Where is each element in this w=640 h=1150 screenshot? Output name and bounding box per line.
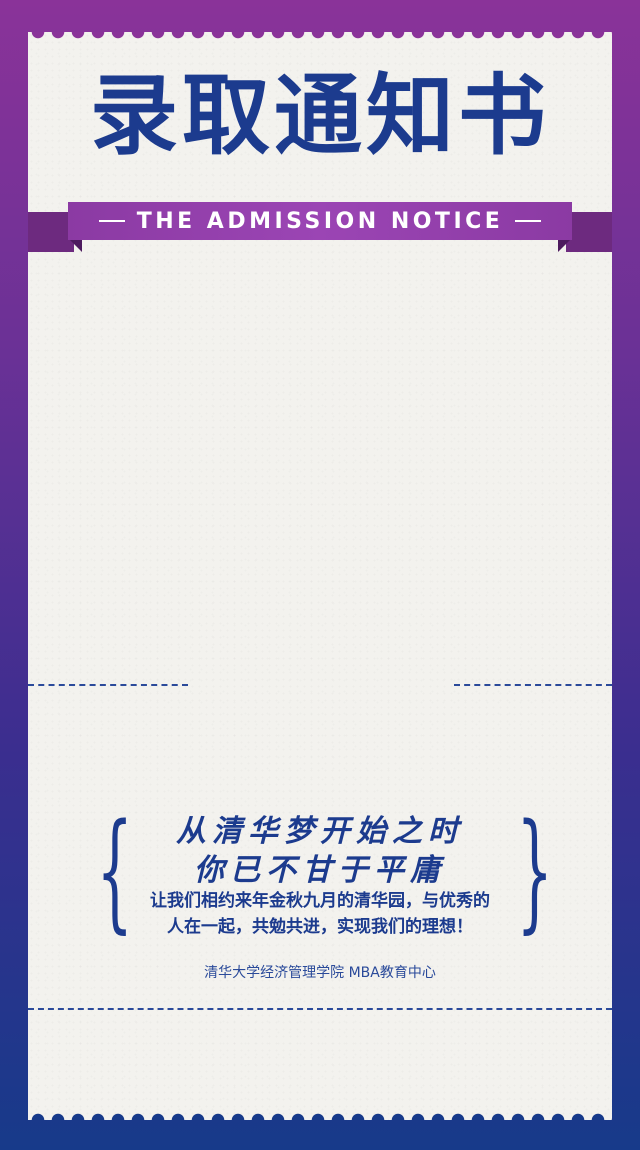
ribbon-tail-left bbox=[28, 212, 74, 252]
slogan-line-2: 你已不甘于平庸 bbox=[194, 853, 446, 888]
slogan-line-1: 从清华梦开始之时 bbox=[176, 814, 464, 849]
ribbon-tail-right bbox=[566, 212, 612, 252]
dashed-divider-bottom bbox=[28, 1008, 612, 1010]
ribbon-banner: THE ADMISSION NOTICE bbox=[68, 202, 572, 240]
footer-organization: 清华大学经济管理学院 MBA教育中心 bbox=[204, 965, 436, 981]
title-ribbon: THE ADMISSION NOTICE bbox=[28, 202, 612, 254]
invitation-line-1: 让我们相约来年金秋九月的清华园，与优秀的 bbox=[150, 891, 490, 911]
ribbon-fold-right bbox=[558, 238, 572, 252]
scalloped-top-edge bbox=[28, 32, 612, 42]
dashed-divider-left bbox=[28, 684, 188, 686]
notice-paper bbox=[28, 32, 612, 1120]
left-brace-ornament: { bbox=[96, 797, 134, 946]
dashed-divider-right bbox=[454, 684, 612, 686]
page-title: 录取通知书 bbox=[89, 64, 550, 167]
scalloped-bottom-edge bbox=[28, 1110, 612, 1120]
ribbon-dash-right bbox=[515, 220, 542, 222]
ribbon-dash-left bbox=[98, 220, 125, 222]
ribbon-fold-left bbox=[68, 238, 82, 252]
invitation-text: 让我们相约来年金秋九月的清华园，与优秀的 人在一起，共勉共进，实现我们的理想！ bbox=[116, 888, 524, 940]
invitation-line-2: 人在一起，共勉共进，实现我们的理想！ bbox=[167, 917, 473, 937]
right-brace-ornament: } bbox=[516, 797, 554, 946]
ribbon-text: THE ADMISSION NOTICE bbox=[136, 208, 504, 234]
